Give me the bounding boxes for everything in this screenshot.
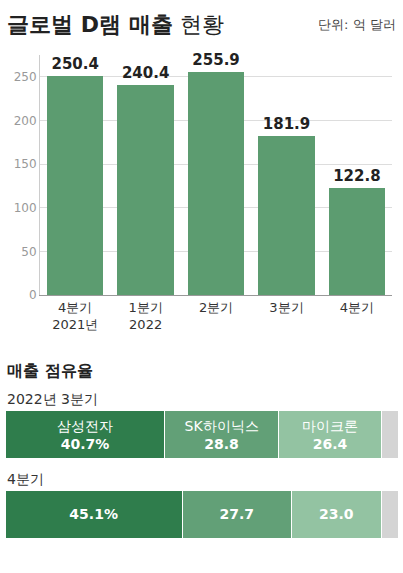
svg-text:2022년 3분기: 2022년 3분기 [7,391,98,407]
svg-text:250: 250 [14,70,37,84]
svg-text:45.1%: 45.1% [69,506,118,522]
svg-text:매출 점유율: 매출 점유율 [7,361,93,380]
svg-text:삼성전자40.7%: 삼성전자40.7% [57,418,113,452]
svg-text:4분기: 4분기 [340,300,374,315]
svg-text:글로벌 D램 매출 현황: 글로벌 D램 매출 현황 [7,12,224,37]
svg-text:200: 200 [14,114,37,128]
svg-text:0: 0 [29,288,37,302]
svg-text:50: 50 [21,245,36,259]
svg-text:SK하이닉스28.8: SK하이닉스28.8 [185,418,259,452]
svg-text:3분기: 3분기 [269,300,303,315]
svg-text:23.0: 23.0 [319,506,354,522]
svg-text:250.4: 250.4 [51,55,98,73]
svg-text:마이크론26.4: 마이크론26.4 [302,418,358,452]
svg-text:4분기: 4분기 [7,471,44,487]
svg-text:27.7: 27.7 [219,506,254,522]
svg-text:2분기: 2분기 [199,300,233,315]
svg-text:1분기2022: 1분기2022 [128,300,162,332]
svg-text:181.9: 181.9 [263,115,310,133]
svg-text:150: 150 [14,157,37,171]
svg-text:100: 100 [14,201,37,215]
svg-text:240.4: 240.4 [122,64,169,82]
svg-text:255.9: 255.9 [192,51,239,69]
svg-text:122.8: 122.8 [333,167,380,185]
svg-text:단위: 억 달러: 단위: 억 달러 [318,17,396,32]
svg-text:4분기2021년: 4분기2021년 [52,300,98,332]
